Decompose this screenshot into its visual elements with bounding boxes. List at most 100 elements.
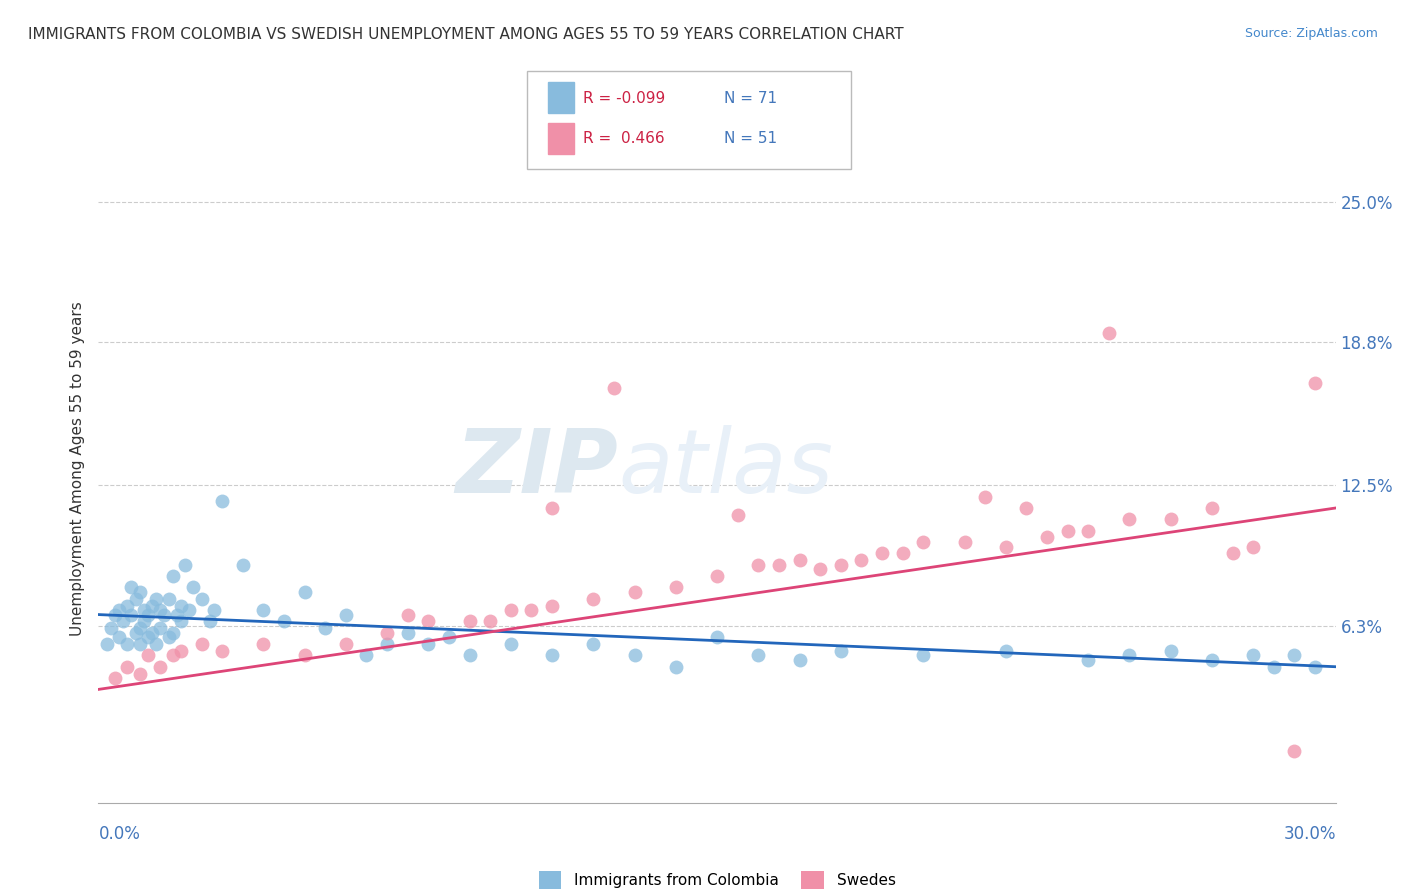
- Point: [396, 625, 419, 640]
- Point: [128, 585, 150, 599]
- Point: [211, 494, 233, 508]
- Point: [162, 648, 184, 663]
- Point: [541, 500, 564, 515]
- Point: [1118, 512, 1140, 526]
- Text: 30.0%: 30.0%: [1284, 825, 1336, 843]
- Point: [582, 637, 605, 651]
- Point: [356, 648, 378, 663]
- Point: [851, 553, 873, 567]
- Point: [418, 615, 440, 629]
- Legend: Immigrants from Colombia, Swedes: Immigrants from Colombia, Swedes: [533, 864, 901, 892]
- Point: [706, 630, 728, 644]
- Point: [104, 607, 127, 622]
- Point: [912, 535, 935, 549]
- Point: [1036, 531, 1059, 545]
- Text: N = 51: N = 51: [724, 131, 778, 145]
- Point: [179, 603, 201, 617]
- Point: [252, 603, 274, 617]
- Point: [623, 648, 645, 663]
- Point: [808, 562, 831, 576]
- Point: [830, 644, 852, 658]
- Point: [789, 553, 811, 567]
- Point: [170, 615, 193, 629]
- Point: [181, 580, 204, 594]
- Point: [665, 580, 688, 594]
- Text: IMMIGRANTS FROM COLOMBIA VS SWEDISH UNEMPLOYMENT AMONG AGES 55 TO 59 YEARS CORRE: IMMIGRANTS FROM COLOMBIA VS SWEDISH UNEM…: [28, 27, 904, 42]
- Point: [1241, 648, 1264, 663]
- Point: [375, 637, 398, 651]
- Point: [953, 535, 976, 549]
- Point: [153, 607, 176, 622]
- Point: [128, 621, 150, 635]
- Point: [170, 599, 193, 613]
- Text: ZIP: ZIP: [456, 425, 619, 512]
- Point: [437, 630, 460, 644]
- Point: [994, 644, 1017, 658]
- Point: [541, 599, 564, 613]
- Point: [108, 630, 131, 644]
- Text: Source: ZipAtlas.com: Source: ZipAtlas.com: [1244, 27, 1378, 40]
- Point: [499, 603, 522, 617]
- Point: [1201, 653, 1223, 667]
- Point: [96, 637, 118, 651]
- Point: [136, 630, 159, 644]
- Point: [170, 644, 193, 658]
- Text: R =  0.466: R = 0.466: [583, 131, 665, 145]
- Text: R = -0.099: R = -0.099: [583, 91, 665, 105]
- Point: [768, 558, 790, 572]
- Point: [706, 569, 728, 583]
- Point: [1160, 644, 1182, 658]
- Point: [458, 648, 481, 663]
- Point: [458, 615, 481, 629]
- Point: [124, 625, 146, 640]
- Point: [252, 637, 274, 651]
- Point: [145, 591, 167, 606]
- Point: [141, 625, 163, 640]
- Point: [108, 603, 131, 617]
- Point: [1303, 376, 1326, 391]
- Point: [582, 591, 605, 606]
- Point: [162, 569, 184, 583]
- Y-axis label: Unemployment Among Ages 55 to 59 years: Unemployment Among Ages 55 to 59 years: [69, 301, 84, 636]
- Point: [198, 615, 221, 629]
- Point: [124, 591, 146, 606]
- Point: [727, 508, 749, 522]
- Point: [912, 648, 935, 663]
- Point: [190, 637, 212, 651]
- Point: [120, 580, 142, 594]
- Point: [100, 621, 122, 635]
- Point: [1201, 500, 1223, 515]
- Point: [396, 607, 419, 622]
- Point: [335, 637, 357, 651]
- Point: [747, 558, 769, 572]
- Point: [623, 585, 645, 599]
- Point: [603, 381, 626, 395]
- Point: [190, 591, 212, 606]
- Point: [1284, 744, 1306, 758]
- Point: [157, 591, 180, 606]
- Point: [1222, 546, 1244, 560]
- Point: [149, 621, 172, 635]
- Point: [149, 603, 172, 617]
- Point: [499, 637, 522, 651]
- Point: [136, 607, 159, 622]
- Point: [117, 599, 139, 613]
- Point: [335, 607, 357, 622]
- Point: [112, 615, 135, 629]
- Point: [314, 621, 336, 635]
- Point: [141, 599, 163, 613]
- Point: [120, 607, 142, 622]
- Point: [870, 546, 893, 560]
- Point: [520, 603, 543, 617]
- Point: [104, 671, 127, 685]
- Point: [162, 625, 184, 640]
- Point: [149, 659, 172, 673]
- Point: [1241, 540, 1264, 554]
- Point: [1056, 524, 1078, 538]
- Point: [418, 637, 440, 651]
- Point: [117, 637, 139, 651]
- Point: [994, 540, 1017, 554]
- Point: [273, 615, 295, 629]
- Point: [128, 666, 150, 681]
- Point: [479, 615, 502, 629]
